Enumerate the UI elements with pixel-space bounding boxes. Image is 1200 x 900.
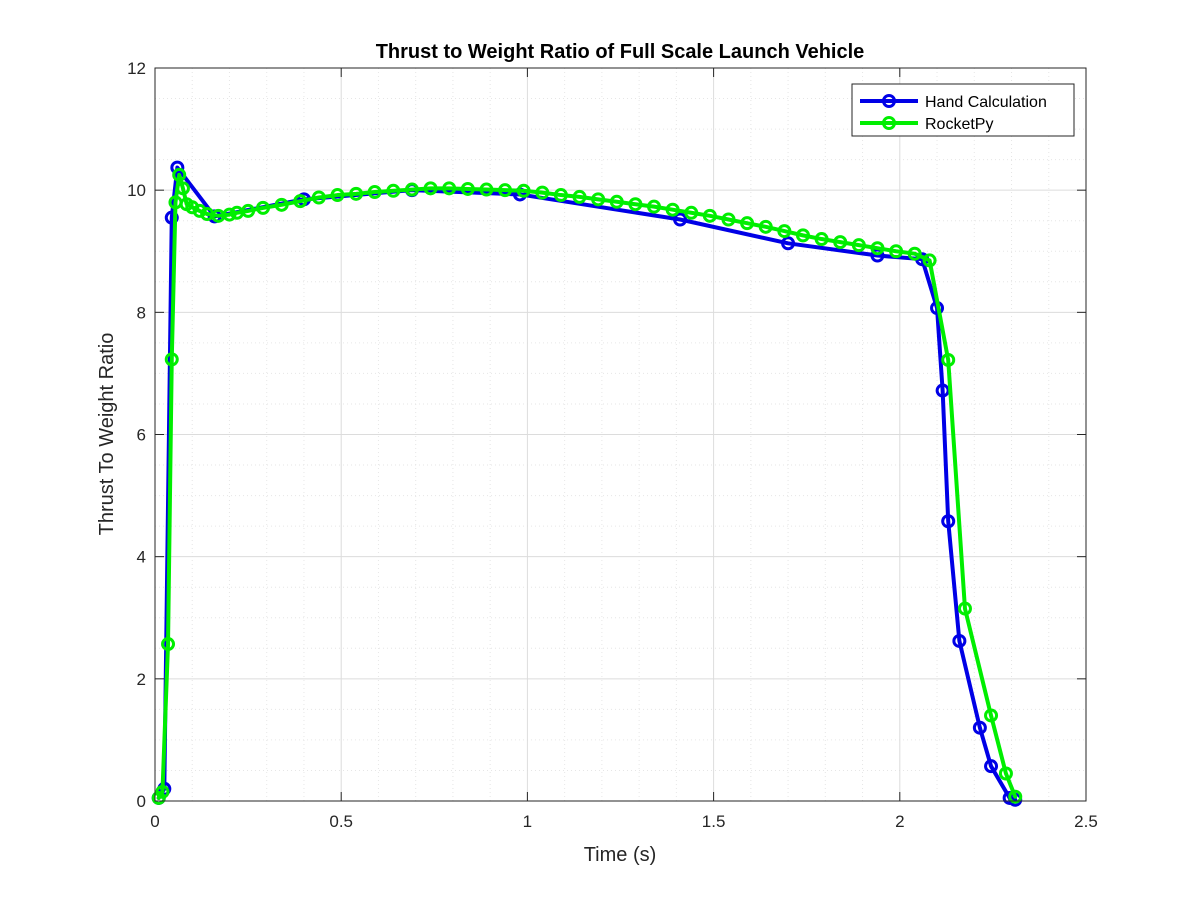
x-tick-label: 1	[523, 812, 532, 831]
data-point-rocketpy	[721, 212, 736, 227]
data-point-rocketpy	[256, 200, 270, 215]
data-point-rocketpy	[984, 708, 999, 723]
data-point-rocketpy	[161, 637, 176, 652]
x-tick-label: 0	[150, 812, 159, 831]
data-point-rocketpy	[1008, 789, 1023, 804]
data-point-rocketpy	[647, 199, 662, 214]
x-axis-label: Time (s)	[584, 844, 657, 866]
data-point-rocketpy	[665, 202, 680, 217]
data-point-rocketpy	[172, 167, 187, 182]
y-tick-label: 0	[137, 792, 146, 811]
data-point-rocketpy	[185, 200, 200, 215]
data-point-rocketpy	[889, 244, 904, 259]
data-point-rocketpy	[758, 219, 773, 234]
data-point-hand-calculation	[164, 210, 179, 225]
data-point-rocketpy	[628, 197, 643, 212]
legend-label-hand-calculation: Hand Calculation	[925, 94, 1047, 111]
data-point-rocketpy	[814, 232, 829, 247]
data-point-rocketpy	[175, 181, 190, 196]
data-point-rocketpy	[164, 352, 179, 367]
data-point-rocketpy	[311, 190, 326, 205]
data-point-hand-calculation	[935, 383, 950, 398]
data-point-hand-calculation	[673, 212, 688, 227]
data-point-rocketpy	[833, 235, 848, 250]
data-point-rocketpy	[498, 183, 513, 198]
data-point-hand-calculation	[941, 514, 956, 529]
data-point-rocketpy	[795, 228, 810, 243]
data-point-rocketpy	[386, 183, 401, 198]
data-point-rocketpy	[572, 189, 587, 204]
data-point-rocketpy	[404, 182, 419, 197]
data-point-rocketpy	[777, 224, 792, 239]
legend-label-rocketpy: RocketPy	[925, 116, 993, 133]
x-tick-label: 0.5	[329, 812, 353, 831]
data-point-rocketpy	[330, 188, 345, 203]
legend: Hand Calculation RocketPy	[851, 83, 1075, 137]
data-point-rocketpy	[442, 181, 457, 196]
data-point-rocketpy	[609, 194, 624, 209]
y-tick-label: 2	[137, 670, 146, 689]
legend-marker-rocketpy	[882, 116, 896, 130]
series-layer	[151, 160, 1023, 807]
data-point-rocketpy	[241, 203, 256, 218]
data-point-rocketpy	[349, 186, 364, 201]
data-point-hand-calculation	[984, 759, 999, 774]
data-point-rocketpy	[293, 194, 308, 209]
data-point-rocketpy	[423, 181, 438, 196]
y-tick-label: 10	[127, 181, 146, 200]
y-tick-label: 8	[137, 303, 146, 322]
major-grid	[155, 68, 1086, 801]
data-point-rocketpy	[941, 352, 956, 367]
data-point-rocketpy	[870, 241, 885, 256]
data-point-rocketpy	[591, 192, 606, 207]
data-point-rocketpy	[957, 601, 972, 616]
data-point-rocketpy	[479, 182, 494, 197]
data-point-rocketpy	[740, 216, 755, 231]
x-tick-label: 2.5	[1074, 812, 1098, 831]
series-rocketpy	[151, 167, 1023, 805]
data-point-rocketpy	[998, 766, 1013, 781]
data-point-hand-calculation	[170, 160, 185, 175]
data-point-rocketpy	[535, 185, 550, 200]
x-tick-label: 2	[895, 812, 904, 831]
data-point-rocketpy	[460, 181, 475, 196]
ticks	[154, 67, 1087, 802]
data-point-rocketpy	[367, 185, 382, 199]
data-point-hand-calculation	[781, 236, 796, 251]
data-point-rocketpy	[684, 205, 699, 220]
data-point-hand-calculation	[952, 633, 967, 648]
tick-labels: 0 0.5 1 1.5 2 2.5 0 2 4 6 8 10 12	[127, 59, 1098, 831]
data-point-hand-calculation	[972, 720, 987, 735]
data-point-rocketpy	[553, 188, 568, 203]
chart-title: Thrust to Weight Ratio of Full Scale Lau…	[376, 41, 865, 63]
data-point-rocketpy	[851, 238, 866, 253]
data-point-rocketpy	[516, 183, 531, 198]
data-point-rocketpy	[922, 253, 937, 268]
data-point-rocketpy	[192, 203, 207, 218]
data-point-rocketpy	[155, 784, 170, 799]
data-point-rocketpy	[907, 246, 922, 261]
data-point-rocketpy	[702, 208, 717, 223]
legend-marker-hand-calculation	[882, 94, 896, 108]
y-tick-label: 6	[137, 426, 146, 445]
data-point-rocketpy	[274, 197, 289, 212]
x-tick-label: 1.5	[702, 812, 726, 831]
y-axis-label: Thrust To Weight Ratio	[96, 333, 118, 536]
data-point-rocketpy	[222, 207, 237, 222]
y-tick-label: 4	[137, 548, 146, 567]
y-tick-label: 12	[127, 59, 146, 78]
